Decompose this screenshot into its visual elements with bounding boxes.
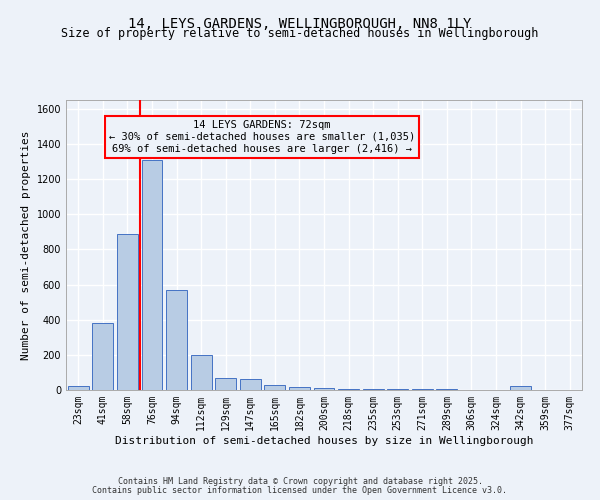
- Text: Contains HM Land Registry data © Crown copyright and database right 2025.: Contains HM Land Registry data © Crown c…: [118, 477, 482, 486]
- Bar: [387, 389, 408, 390]
- Bar: [289, 388, 310, 390]
- Bar: [215, 378, 236, 390]
- Text: 14 LEYS GARDENS: 72sqm
← 30% of semi-detached houses are smaller (1,035)
69% of : 14 LEYS GARDENS: 72sqm ← 30% of semi-det…: [109, 120, 415, 154]
- Bar: [436, 389, 457, 390]
- Bar: [166, 290, 187, 390]
- Bar: [142, 160, 163, 390]
- Bar: [362, 389, 383, 390]
- Bar: [412, 389, 433, 390]
- Bar: [510, 386, 531, 390]
- Bar: [240, 378, 261, 390]
- Bar: [314, 388, 334, 390]
- Bar: [265, 384, 286, 390]
- Bar: [68, 386, 89, 390]
- Text: 14, LEYS GARDENS, WELLINGBOROUGH, NN8 1LY: 14, LEYS GARDENS, WELLINGBOROUGH, NN8 1L…: [128, 18, 472, 32]
- Bar: [117, 234, 138, 390]
- Bar: [338, 389, 359, 390]
- Bar: [92, 323, 113, 390]
- Text: Contains public sector information licensed under the Open Government Licence v3: Contains public sector information licen…: [92, 486, 508, 495]
- Text: Size of property relative to semi-detached houses in Wellingborough: Size of property relative to semi-detach…: [61, 28, 539, 40]
- Y-axis label: Number of semi-detached properties: Number of semi-detached properties: [21, 130, 31, 360]
- Bar: [191, 355, 212, 390]
- X-axis label: Distribution of semi-detached houses by size in Wellingborough: Distribution of semi-detached houses by …: [115, 436, 533, 446]
